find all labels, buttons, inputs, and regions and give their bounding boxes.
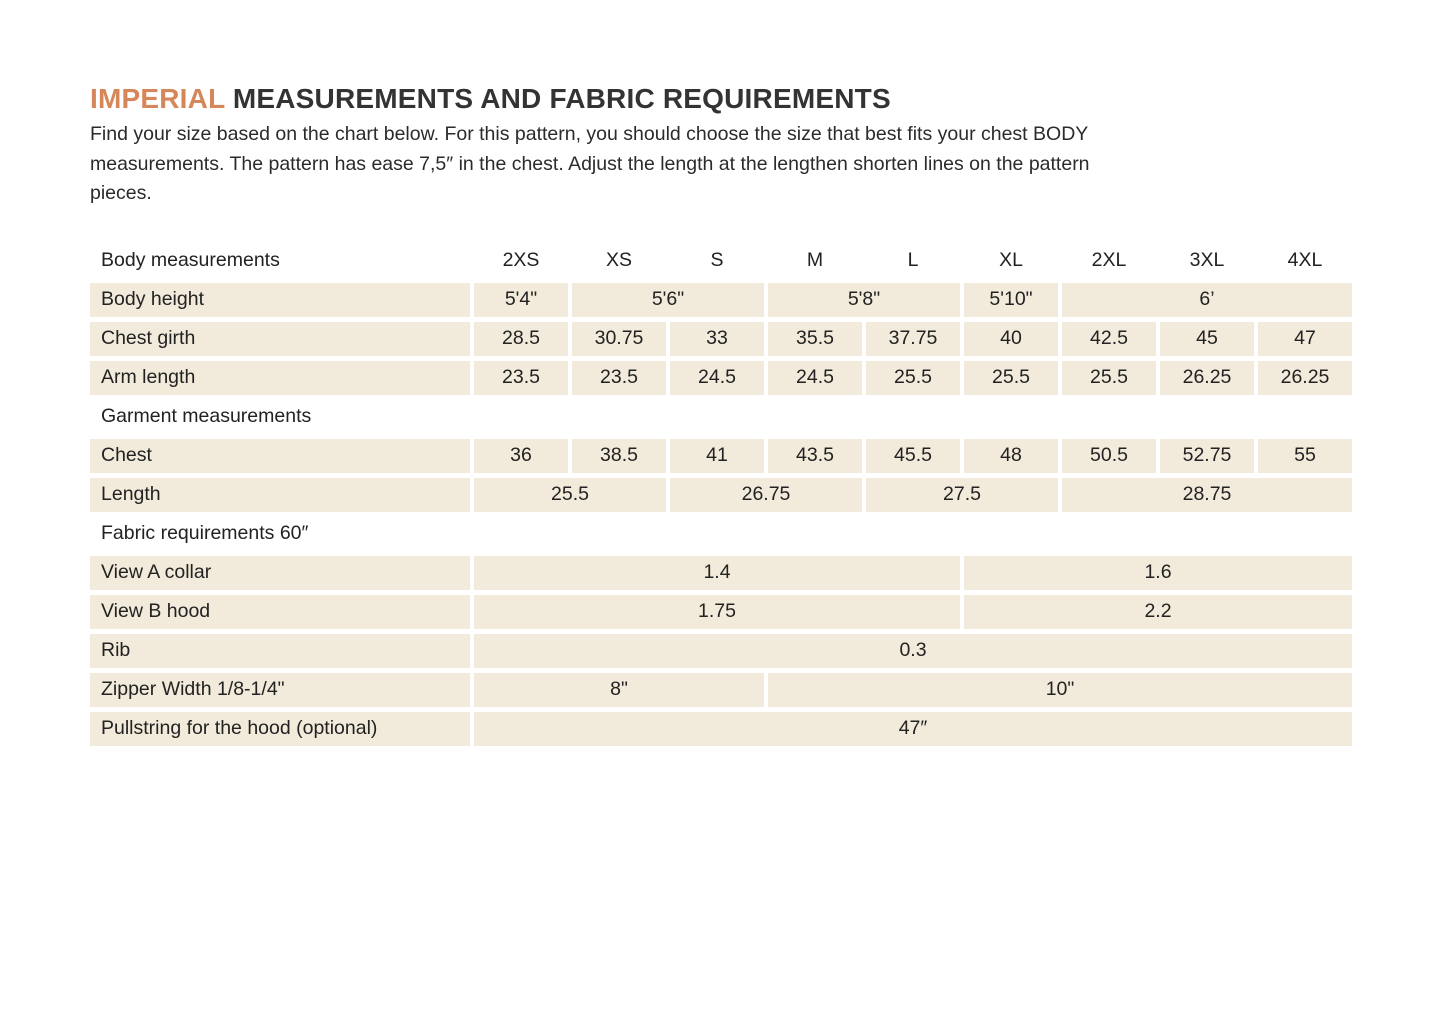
row-label: Arm length [90,360,470,395]
size-column-header: L [907,249,919,271]
cell-value: 8" [474,672,764,707]
cell-value: 43.5 [768,438,862,473]
table-row: Arm length 23.5 23.5 24.5 24.5 25.5 25.5 25.5 26… [90,360,1352,395]
size-column-header: M [806,249,824,271]
row-label: Chest girth [90,321,470,356]
section-row: Garment measurements [90,400,1352,434]
size-column-header: 3XL [1189,249,1225,271]
table-row: View A collar 1.4 1.6 [90,555,1352,590]
document-page: IMPERIAL MEASUREMENTS AND FABRIC REQUIRE… [90,84,1353,751]
section-header: Fabric requirements 60″ [101,522,309,544]
cell-value: 6’ [1062,282,1352,317]
cell-value: 23.5 [572,360,666,395]
cell-value: 37.75 [866,321,960,356]
cell-value: 50.5 [1062,438,1156,473]
size-column-header: XS [605,249,632,271]
row-label: Pullstring for the hood (optional) [90,711,470,746]
column-header-body-measurements: Body measurements [101,249,280,271]
section-header: Garment measurements [101,405,312,427]
cell-value: 2.2 [964,594,1352,629]
cell-value: 25.5 [474,477,666,512]
cell-value: 35.5 [768,321,862,356]
cell-value: 55 [1258,438,1352,473]
row-label: Body height [90,282,470,317]
cell-value: 25.5 [866,360,960,395]
row-label: Rib [90,633,470,668]
table-row: View B hood 1.75 2.2 [90,594,1352,629]
cell-value: 24.5 [670,360,764,395]
cell-value: 28.75 [1062,477,1352,512]
cell-value: 25.5 [964,360,1058,395]
table-row: Rib 0.3 [90,633,1352,668]
cell-value: 0.3 [474,633,1352,668]
table-row: Body height 5'4" 5'6" 5'8" 5'10" 6’ [90,282,1352,317]
cell-value: 47 [1258,321,1352,356]
cell-value: 33 [670,321,764,356]
table-row: Pullstring for the hood (optional) 47″ [90,711,1352,746]
size-column-header: 4XL [1287,249,1323,271]
table-row: Length 25.5 26.75 27.5 28.75 [90,477,1352,512]
table-row: Chest girth 28.5 30.75 33 35.5 37.75 40 42.5 45 4… [90,321,1352,356]
cell-value: 26.25 [1160,360,1254,395]
cell-value: 48 [964,438,1058,473]
cell-value: 38.5 [572,438,666,473]
row-label: View B hood [90,594,470,629]
cell-value: 36 [474,438,568,473]
cell-value: 23.5 [474,360,568,395]
cell-value: 26.75 [670,477,862,512]
cell-value: 10" [768,672,1352,707]
cell-value: 27.5 [866,477,1058,512]
intro-paragraph: Find your size based on the chart below.… [90,123,1090,204]
cell-value: 5'10" [964,282,1058,317]
size-column-header: 2XL [1091,249,1127,271]
row-label: Chest [90,438,470,473]
page-title: IMPERIAL MEASUREMENTS AND FABRIC REQUIRE… [90,84,1353,114]
cell-value: 1.6 [964,555,1352,590]
measurements-table: Body measurements 2XS XS S M L XL 2XL 3XL 4XL Body… [90,244,1352,746]
size-column-header: XL [999,249,1023,271]
cell-value: 30.75 [572,321,666,356]
size-column-header: S [710,249,724,271]
section-row: Fabric requirements 60″ [90,517,1352,551]
table-row: Chest 36 38.5 41 43.5 45.5 48 50.5 52.75 55 [90,438,1352,473]
row-label: View A collar [90,555,470,590]
cell-value: 41 [670,438,764,473]
cell-value: 52.75 [1160,438,1254,473]
row-label: Zipper Width 1/8-1/4" [90,672,470,707]
cell-value: 28.5 [474,321,568,356]
cell-value: 25.5 [1062,360,1156,395]
cell-value: 42.5 [1062,321,1156,356]
table-header-row: Body measurements 2XS XS S M L XL 2XL 3XL 4XL [90,244,1352,278]
title-accent: IMPERIAL [90,83,225,114]
cell-value: 40 [964,321,1058,356]
cell-value: 1.75 [474,594,960,629]
row-label: Length [90,477,470,512]
size-column-header: 2XS [502,249,540,271]
cell-value: 1.4 [474,555,960,590]
cell-value: 5'8" [768,282,960,317]
cell-value: 24.5 [768,360,862,395]
cell-value: 26.25 [1258,360,1352,395]
cell-value: 5'4" [474,282,568,317]
title-rest: MEASUREMENTS AND FABRIC REQUIREMENTS [224,83,891,114]
cell-value: 45.5 [866,438,960,473]
cell-value: 45 [1160,321,1254,356]
cell-value: 47″ [474,711,1352,746]
cell-value: 5'6" [572,282,764,317]
table-row: Zipper Width 1/8-1/4" 8" 10" [90,672,1352,707]
